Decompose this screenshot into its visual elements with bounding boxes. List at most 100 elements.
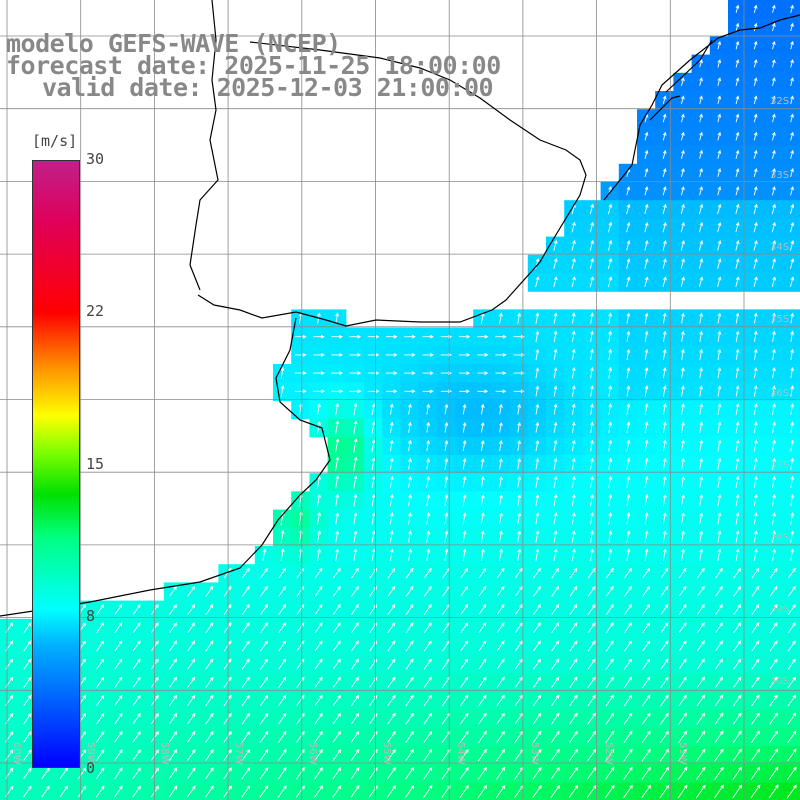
lon-label: 52W xyxy=(603,742,614,765)
wind-arrow xyxy=(95,785,105,798)
wind-arrow xyxy=(696,640,705,652)
wind-arrow xyxy=(790,367,795,379)
lat-label: 38S xyxy=(770,532,789,543)
wind-arrow xyxy=(96,676,105,688)
wind-arrow xyxy=(569,585,578,597)
wind-arrow xyxy=(586,784,597,799)
wind-arrow xyxy=(735,512,740,525)
wind-arrow xyxy=(735,439,740,452)
wind-arrow xyxy=(772,530,776,543)
wind-arrow xyxy=(662,330,667,342)
wind-arrow xyxy=(769,712,778,725)
wind-arrow xyxy=(772,493,776,507)
wind-arrow xyxy=(642,676,651,688)
wind-arrow xyxy=(96,731,105,743)
wind-arrow xyxy=(259,730,269,743)
wind-arrow xyxy=(460,567,469,579)
wind-arrow xyxy=(696,712,706,725)
wind-arrow xyxy=(681,367,685,379)
wind-arrow xyxy=(278,712,287,725)
wind-arrow xyxy=(223,640,232,652)
wind-arrow xyxy=(605,694,614,707)
wind-arrow xyxy=(23,749,32,761)
wind-arrow xyxy=(426,457,431,470)
wind-arrow xyxy=(771,95,776,105)
wind-arrow xyxy=(678,712,687,725)
wind-arrow xyxy=(644,493,649,507)
wind-arrow xyxy=(678,640,687,652)
wind-arrow xyxy=(571,548,576,561)
wind-arrow xyxy=(659,748,669,762)
wind-arrow xyxy=(223,694,232,707)
wind-arrow xyxy=(423,785,433,798)
wind-arrow xyxy=(23,694,32,707)
wind-arrow xyxy=(535,494,540,507)
wind-arrow xyxy=(626,403,631,415)
wind-arrow xyxy=(168,749,178,761)
wind-arrow xyxy=(353,512,358,525)
wind-arrow xyxy=(353,402,358,416)
wind-arrow xyxy=(423,748,433,762)
wind-arrow xyxy=(132,604,141,615)
wind-arrow xyxy=(371,530,376,543)
wind-arrow xyxy=(790,22,794,32)
wind-arrow xyxy=(769,658,778,670)
wind-arrow xyxy=(771,59,776,68)
wind-arrow xyxy=(735,221,740,233)
wind-arrow xyxy=(314,567,323,579)
wind-arrow xyxy=(605,567,614,579)
wind-arrow xyxy=(332,730,342,743)
wind-arrow xyxy=(644,348,649,361)
wind-arrow xyxy=(678,604,687,615)
wind-arrow xyxy=(349,353,362,357)
wind-arrow xyxy=(96,694,105,707)
wind-arrow xyxy=(587,640,596,652)
wind-arrow xyxy=(607,221,613,233)
wind-arrow xyxy=(426,421,431,433)
wind-arrow xyxy=(444,475,449,488)
wind-arrow xyxy=(714,766,724,780)
wind-arrow xyxy=(553,457,558,470)
wind-arrow xyxy=(680,167,685,178)
wind-arrow xyxy=(662,149,667,159)
wind-arrow xyxy=(371,475,376,489)
wind-arrow xyxy=(335,511,340,525)
wind-arrow xyxy=(96,767,105,780)
wind-arrow xyxy=(499,530,503,543)
wind-arrow xyxy=(680,95,685,105)
wind-arrow xyxy=(662,439,667,452)
wind-arrow xyxy=(696,658,705,670)
wind-arrow xyxy=(514,604,523,615)
wind-arrow xyxy=(278,640,287,652)
wind-arrow xyxy=(350,785,360,798)
wind-arrow xyxy=(422,353,434,357)
wind-arrow xyxy=(662,548,667,561)
wind-arrow xyxy=(460,585,469,597)
wind-arrow xyxy=(480,494,485,507)
wind-arrow xyxy=(169,640,177,652)
wind-arrow xyxy=(771,258,776,269)
wind-arrow xyxy=(314,749,323,762)
wind-arrow xyxy=(296,767,305,780)
wind-arrow xyxy=(114,785,123,798)
wind-arrow xyxy=(260,658,268,670)
wind-arrow xyxy=(316,529,322,543)
wind-arrow xyxy=(641,784,652,799)
wind-arrow xyxy=(753,330,758,342)
wind-arrow xyxy=(132,767,141,780)
wind-arrow xyxy=(462,512,467,525)
lat-label: 35S xyxy=(770,314,789,325)
wind-arrow xyxy=(187,712,196,725)
wind-arrow xyxy=(753,221,758,233)
wind-arrow xyxy=(769,730,779,744)
wind-arrow xyxy=(241,767,251,780)
wind-arrow xyxy=(168,767,178,780)
wind-arrow xyxy=(587,694,596,707)
wind-arrow xyxy=(587,676,596,688)
wind-arrow xyxy=(750,766,761,780)
wind-arrow xyxy=(426,494,431,507)
wind-arrow xyxy=(660,604,669,615)
wind-arrow xyxy=(753,312,758,324)
wind-arrow xyxy=(789,258,795,269)
wind-arrow xyxy=(532,730,542,743)
